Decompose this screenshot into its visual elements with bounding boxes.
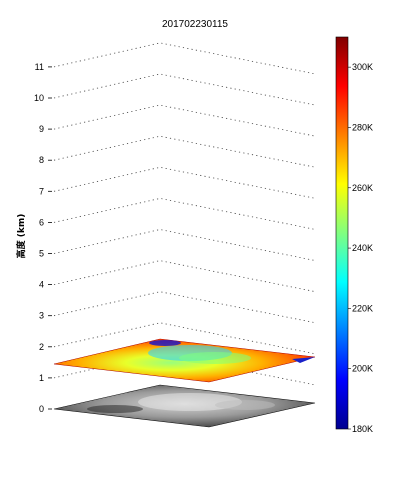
layer-ground-grayscale [53, 384, 316, 428]
z-axis-label: 高度 (km) [15, 214, 27, 259]
z-tick-label: 8 [39, 155, 44, 165]
colorbar-ticks: 180K 200K 220K 240K 260K 280K 300K [348, 62, 373, 434]
colorbar: 180K 200K 220K 240K 260K 280K 300K [335, 36, 373, 434]
ground-cloud-patch [215, 400, 275, 410]
z-tick-label: 10 [34, 93, 44, 103]
z-gridline [53, 135, 316, 168]
z-tick-label: 3 [39, 311, 44, 321]
z-tick-label: 7 [39, 186, 44, 196]
colorbar-gradient [335, 36, 349, 430]
chart-title: 201702230115 [162, 19, 228, 30]
layer-brightness-temperature [53, 338, 316, 383]
colorbar-tick-label: 200K [352, 364, 373, 374]
z-gridline [53, 229, 316, 261]
z-gridline [53, 260, 316, 292]
bt-cold-edge [149, 340, 181, 346]
colorbar-tick-label: 180K [352, 424, 373, 434]
z-gridline [53, 353, 316, 386]
z-gridline [53, 291, 316, 324]
z-gridline [53, 73, 316, 106]
z-tick-label: 9 [39, 124, 44, 134]
z-gridline [53, 166, 316, 199]
ground-dark-patch [87, 405, 143, 413]
colorbar-tick-label: 220K [352, 303, 373, 313]
colorbar-tick-label: 300K [352, 62, 373, 72]
z-tick-label: 1 [39, 373, 44, 383]
z-tick-label: 6 [39, 217, 44, 227]
z-gridline [53, 322, 316, 355]
z-gridline [53, 42, 316, 75]
z-tick-label: 0 [39, 404, 44, 414]
colorbar-tick-label: 240K [352, 243, 373, 253]
bt-blue-tip [292, 357, 315, 363]
z-tick-label: 4 [39, 280, 44, 290]
colorbar-tick-label: 280K [352, 122, 373, 132]
bt-green-zone [179, 352, 251, 364]
colorbar-tick-label: 260K [352, 183, 373, 193]
z-tick-label: 5 [39, 249, 44, 259]
ground-cloud-band [138, 393, 242, 411]
z-tick-label: 11 [35, 62, 44, 72]
z-tick-label: 2 [39, 342, 44, 352]
z-tick-labels: 0 1 2 3 4 5 6 7 8 9 10 11 [34, 62, 52, 414]
z-gridline [53, 197, 316, 230]
z-gridline [53, 104, 316, 137]
z-gridlines [53, 42, 316, 386]
